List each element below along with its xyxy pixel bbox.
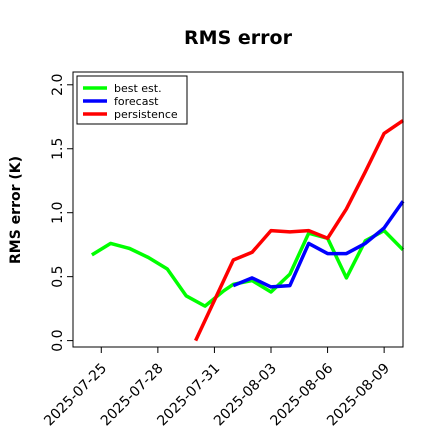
y-tick-label: 1.0 — [50, 202, 66, 224]
legend-label: best est. — [114, 82, 162, 95]
legend-label: forecast — [114, 95, 159, 108]
y-tick-label: 2.0 — [50, 74, 66, 96]
series-line-persistence — [194, 119, 404, 342]
y-axis-label: RMS error (K) — [8, 156, 24, 264]
y-tick-label: 1.5 — [50, 138, 66, 160]
legend-box — [76, 75, 188, 125]
plot-frame — [72, 71, 404, 348]
chart-title: RMS error — [184, 27, 293, 49]
legend-label: persistence — [114, 108, 178, 121]
y-tick-label: 0.0 — [50, 329, 66, 351]
plot-area — [90, 119, 405, 342]
series-line-forecast — [232, 200, 405, 289]
y-tick-label: 0.5 — [50, 266, 66, 288]
series-line-best-est- — [90, 228, 405, 308]
